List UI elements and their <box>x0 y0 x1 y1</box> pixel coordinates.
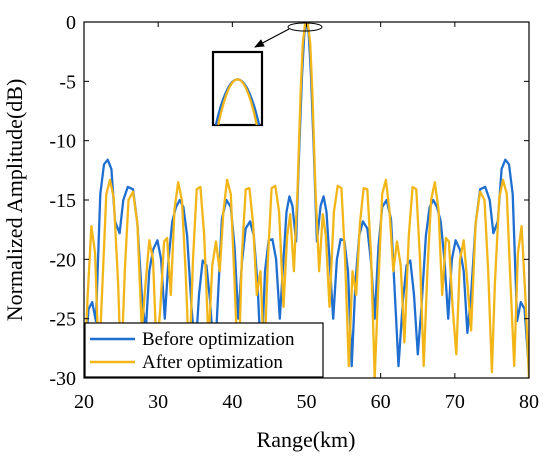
x-tick-label: 40 <box>222 391 242 413</box>
x-tick-label: 70 <box>445 391 465 413</box>
x-tick-label: 20 <box>74 391 94 413</box>
series-layer <box>84 22 529 378</box>
legend-label-after: After optimization <box>142 352 283 373</box>
zoom-arrow <box>254 28 290 48</box>
y-tick-label: 0 <box>66 12 76 34</box>
y-axis-label: Normalized Amplitude(dB) <box>2 79 27 322</box>
y-tick-label: -5 <box>59 71 76 93</box>
inset-series <box>214 78 261 125</box>
zoom-region-marker <box>287 22 323 32</box>
y-tick-label: -30 <box>49 368 76 390</box>
legend-label-before: Before optimization <box>142 329 295 350</box>
y-tick-label: -10 <box>49 131 76 153</box>
y-tick-label: -20 <box>49 249 76 271</box>
x-axis-label: Range(km) <box>257 427 356 452</box>
series-line-after <box>84 22 529 378</box>
x-tick-label: 30 <box>148 391 168 413</box>
y-tick-label: -15 <box>49 190 76 212</box>
x-tick-label: 50 <box>297 391 317 413</box>
legend-box <box>84 322 324 378</box>
legend: Before optimization After optimization <box>84 322 324 378</box>
plot-frame <box>83 21 530 379</box>
y-tick-label: -25 <box>49 309 76 331</box>
x-tick-label: 80 <box>519 391 539 413</box>
inset-line-after <box>217 78 258 125</box>
plot-background <box>84 22 529 378</box>
series-line-before <box>84 22 529 373</box>
x-tick-label: 60 <box>371 391 391 413</box>
ticks-layer: 20 30 40 50 60 70 80 0 -5 -10 -15 -20 -25 -30 <box>49 12 539 413</box>
inset-zoom <box>211 22 323 127</box>
